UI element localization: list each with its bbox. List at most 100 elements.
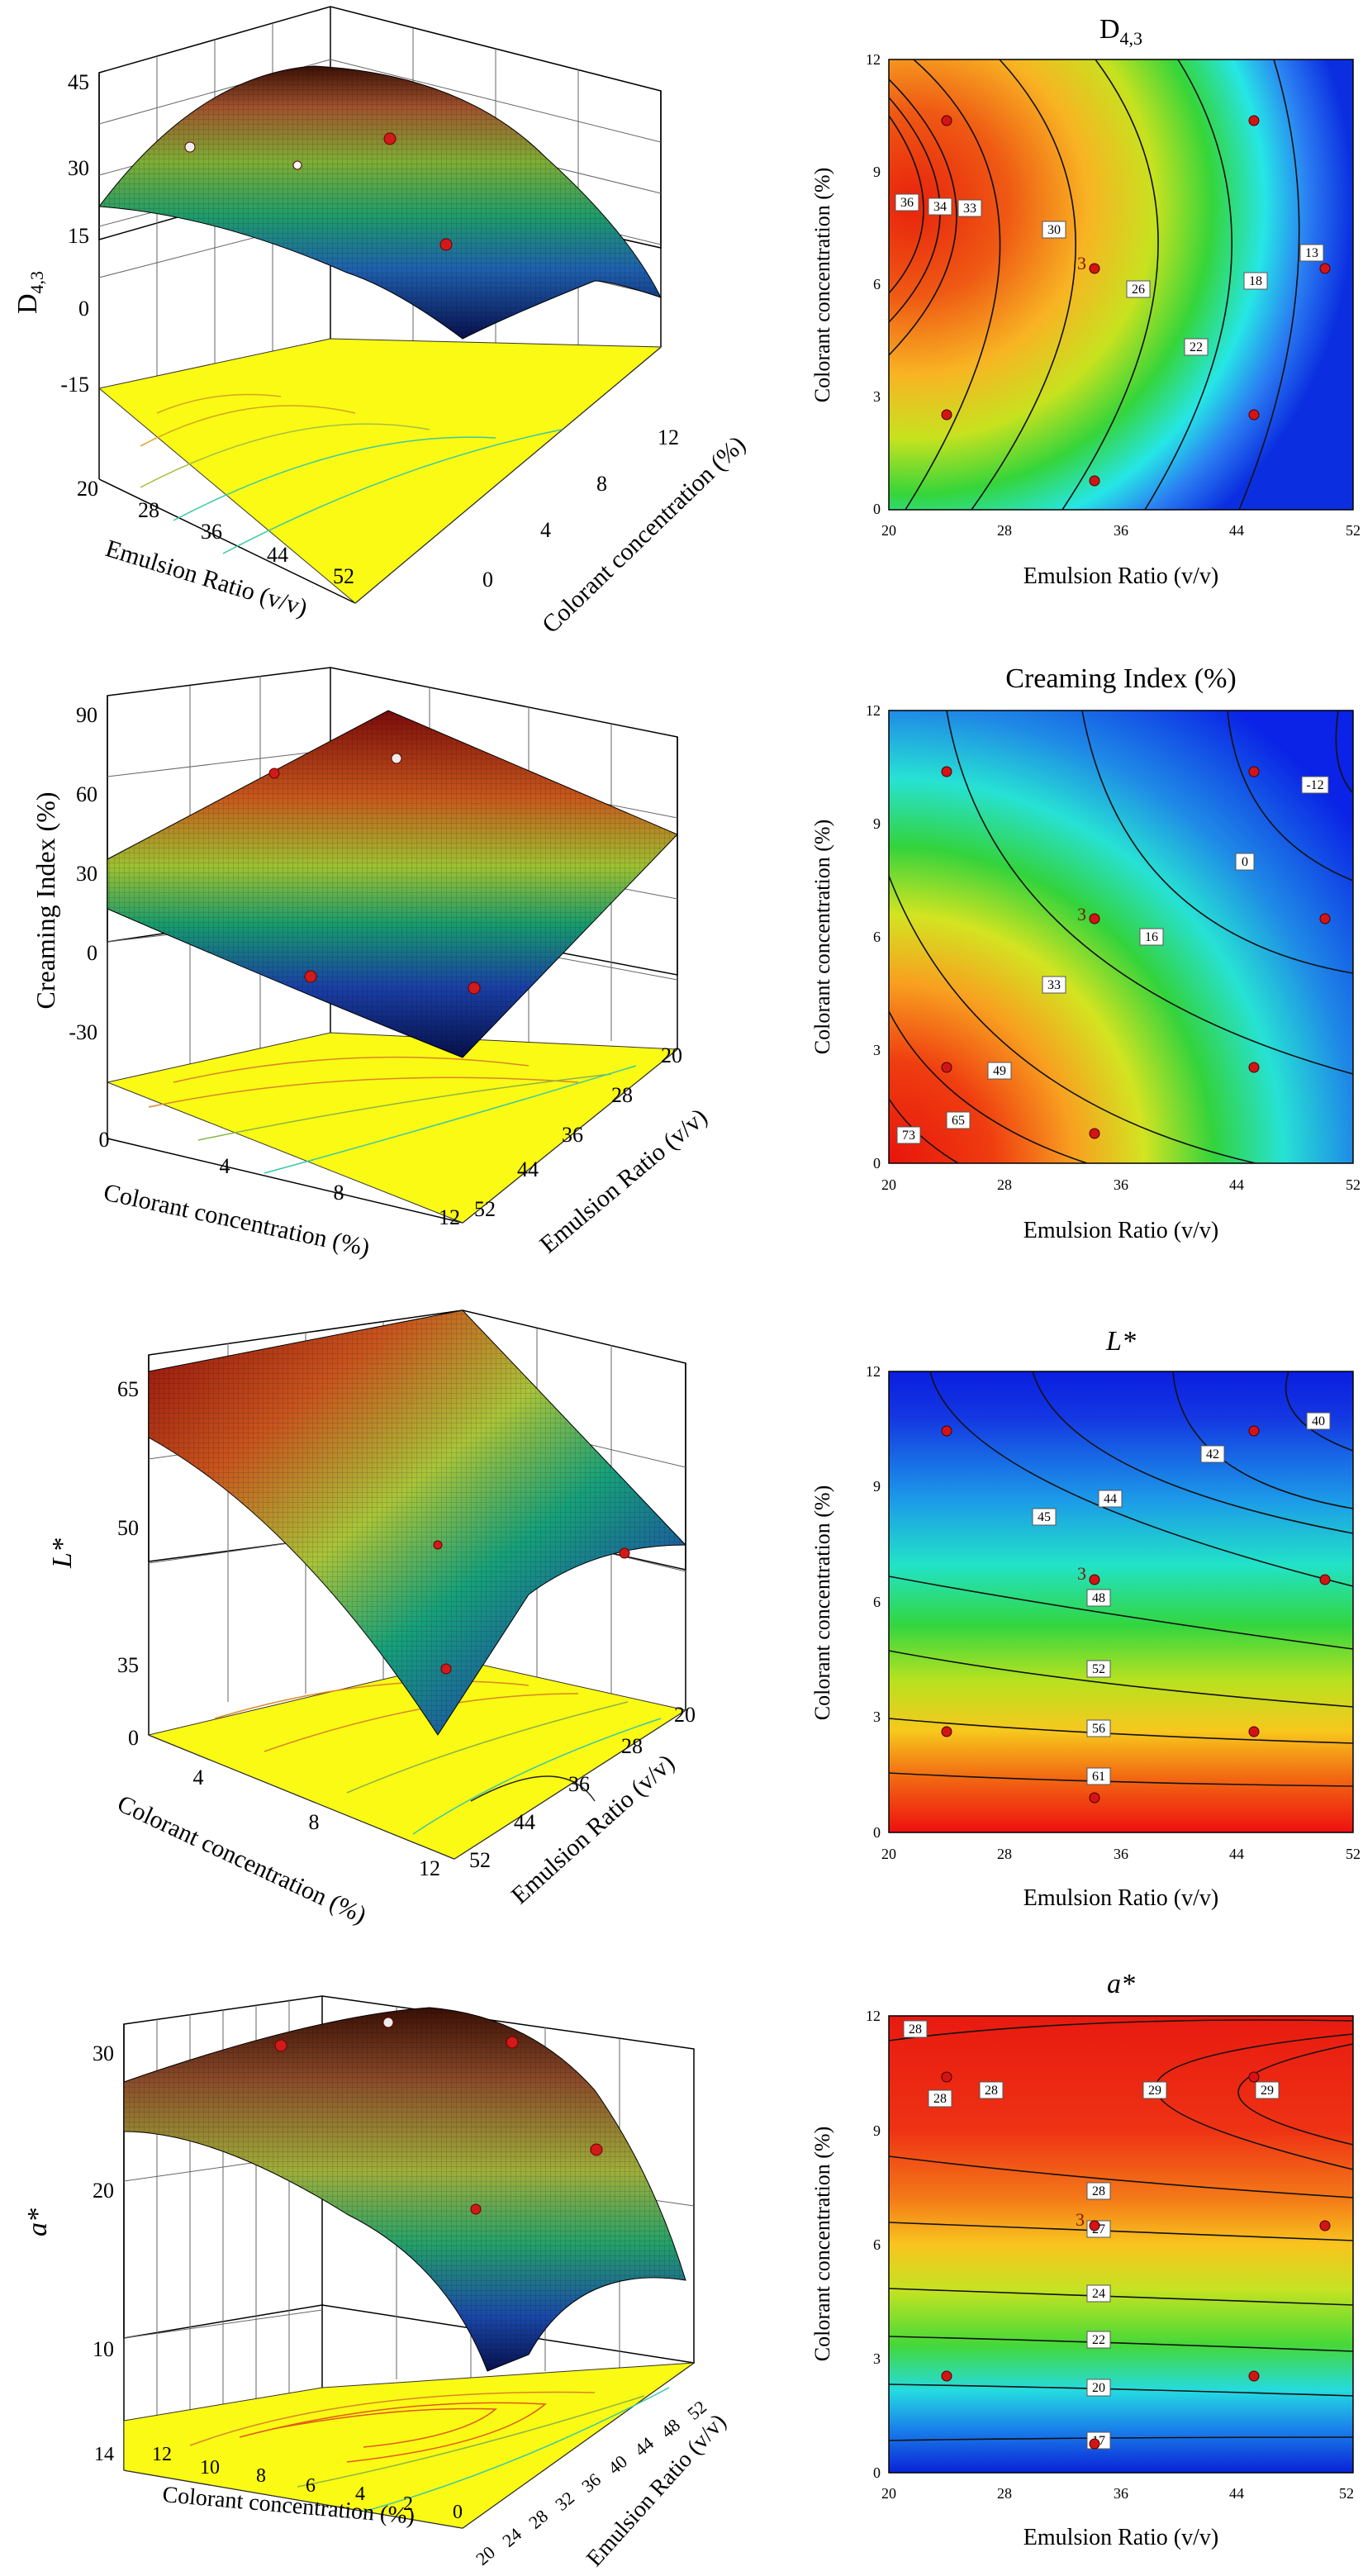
panel-c-z-ticks: 90 60 30 0 -30 bbox=[69, 703, 97, 1044]
panel-f-point bbox=[942, 1426, 952, 1436]
panel-b-point bbox=[1249, 410, 1259, 420]
panel-g-z-ticks: 10 20 30 bbox=[93, 2041, 114, 2361]
panel-a-zlabel: D4,3 bbox=[12, 271, 47, 314]
panel-h-ytick: 12 bbox=[866, 2008, 881, 2024]
panel-f-contour-label: 56 bbox=[1087, 1720, 1110, 1737]
panel-h-xlabel: Emulsion Ratio (v/v) bbox=[1023, 2525, 1218, 2550]
svg-text:73: 73 bbox=[902, 1129, 915, 1143]
svg-text:44: 44 bbox=[1104, 1492, 1117, 1506]
panel-d-contour-label: 49 bbox=[988, 1062, 1011, 1079]
svg-text:52: 52 bbox=[1092, 1662, 1105, 1676]
panel-f-point bbox=[1320, 1575, 1330, 1585]
panel-f-xtick: 28 bbox=[997, 1846, 1012, 1862]
panel-a-ztick: -15 bbox=[60, 373, 89, 397]
panel-a-xtick: 44 bbox=[267, 543, 288, 567]
svg-text:28: 28 bbox=[1092, 2184, 1105, 2198]
panel-f-xtick: 36 bbox=[1114, 1846, 1128, 1862]
panel-f-contour: L* 40 42 44 45 48 52 56 61 bbox=[810, 1326, 1361, 1911]
panel-c-xtick: 4 bbox=[220, 1154, 230, 1178]
panel-f-ylabel: Colorant concentration (%) bbox=[810, 1485, 834, 1720]
panel-d-contour: Creaming Index (%) -12 0 16 33 49 65 73 bbox=[810, 663, 1361, 1243]
panel-d-contour-label: 16 bbox=[1140, 929, 1163, 945]
panel-b-point bbox=[1090, 476, 1099, 486]
panel-d-point bbox=[942, 1062, 952, 1072]
panel-e-xlabel: Colorant concentration (%) bbox=[113, 1789, 370, 1929]
panel-f-contour-label: 45 bbox=[1033, 1509, 1056, 1525]
figure: 45 30 15 0 -15 D4,3 20 28 36 44 52 Emuls… bbox=[0, 0, 1363, 2576]
svg-text:45: 45 bbox=[1038, 1510, 1051, 1524]
panel-a-ztick: 15 bbox=[68, 224, 89, 248]
svg-text:29: 29 bbox=[1148, 2084, 1161, 2098]
svg-text:48: 48 bbox=[1092, 1591, 1105, 1605]
svg-text:28: 28 bbox=[909, 2022, 922, 2037]
panel-b-xlabel: Emulsion Ratio (v/v) bbox=[1023, 563, 1218, 589]
panel-e-zlabel: L* bbox=[47, 1538, 78, 1569]
panel-c-ztick: 0 bbox=[87, 941, 97, 965]
panel-d-plot-area bbox=[889, 711, 1353, 1163]
panel-b-contour-label: 18 bbox=[1244, 273, 1267, 289]
panel-d-contour-label: 0 bbox=[1236, 853, 1254, 870]
panel-f-contour-label: 44 bbox=[1099, 1490, 1122, 1507]
svg-text:22: 22 bbox=[1092, 2333, 1105, 2347]
panel-d-point bbox=[1249, 1062, 1259, 1072]
panel-f-xtick: 44 bbox=[1229, 1846, 1244, 1862]
panel-h-contour-label: 28 bbox=[1087, 2183, 1110, 2199]
panel-f-center-count: 3 bbox=[1077, 1563, 1086, 1584]
panel-e-ytick: 52 bbox=[469, 1848, 491, 1872]
panel-f-contour-label: 61 bbox=[1087, 1768, 1110, 1785]
panel-b-title: D4,3 bbox=[1099, 14, 1142, 49]
svg-text:-12: -12 bbox=[1306, 778, 1323, 792]
svg-text:22: 22 bbox=[1190, 340, 1203, 354]
svg-text:26: 26 bbox=[1132, 283, 1145, 297]
panel-g-ytick: 32 bbox=[551, 2488, 578, 2515]
panel-e-z-ticks: 35 50 65 0 bbox=[117, 1377, 139, 1750]
svg-text:16: 16 bbox=[1145, 930, 1158, 944]
panel-c-point bbox=[305, 971, 316, 982]
panel-b-y-ticks: 0 3 6 9 12 bbox=[866, 51, 881, 517]
svg-text:29: 29 bbox=[1261, 2084, 1274, 2098]
panel-e-ytick: 20 bbox=[674, 1703, 696, 1727]
panel-h-title: a* bbox=[1107, 1969, 1135, 1999]
panel-e-ztick: 35 bbox=[117, 1653, 139, 1677]
panel-a-point bbox=[440, 239, 452, 250]
panel-d-contour-label: 73 bbox=[897, 1127, 920, 1143]
panel-h-xtick: 52 bbox=[1339, 2485, 1354, 2502]
panel-g-xtick: 8 bbox=[256, 2465, 266, 2487]
panel-g-point bbox=[506, 2037, 518, 2048]
panel-d-xtick: 28 bbox=[997, 1176, 1012, 1193]
panel-a-ytick: 12 bbox=[658, 425, 679, 449]
panel-f-ytick: 0 bbox=[873, 1824, 881, 1841]
panel-a-ytick: 4 bbox=[540, 518, 551, 542]
svg-text:20: 20 bbox=[1092, 2381, 1105, 2395]
panel-d-title: Creaming Index (%) bbox=[1005, 663, 1236, 694]
panel-h-xtick: 28 bbox=[997, 2485, 1012, 2502]
panel-b-xtick: 44 bbox=[1229, 522, 1244, 539]
panel-h-point bbox=[942, 2072, 952, 2082]
panel-e-ytick: 44 bbox=[514, 1810, 535, 1834]
panel-d-ytick: 3 bbox=[873, 1042, 881, 1058]
panel-b-contour-label: 36 bbox=[895, 194, 919, 211]
panel-e-surface3d: 35 50 65 0 L* 4 8 12 Colorant concentrat… bbox=[47, 1310, 696, 1929]
panel-d-xtick: 20 bbox=[881, 1176, 896, 1193]
panel-a-point bbox=[293, 161, 302, 169]
panel-h-contour: a* 28 28 28 29 29 28 27 24 22 20 17 bbox=[810, 1969, 1354, 2550]
panel-b-point bbox=[942, 410, 952, 420]
panel-e-ytick: 36 bbox=[568, 1772, 590, 1796]
panel-f-ytick: 6 bbox=[873, 1594, 881, 1610]
panel-a-ylabel: Colorant concentration (%) bbox=[537, 430, 751, 639]
svg-text:0: 0 bbox=[1242, 855, 1248, 869]
panel-g-xtick: 14 bbox=[94, 2444, 114, 2465]
panel-a-ztick: 0 bbox=[78, 297, 89, 321]
panel-g-ytick: 24 bbox=[498, 2524, 525, 2551]
svg-text:24: 24 bbox=[1092, 2287, 1105, 2301]
panel-d-y-ticks: 0 3 6 9 12 bbox=[866, 702, 881, 1172]
panel-f-plot-area bbox=[889, 1371, 1353, 1832]
panel-e-point bbox=[620, 1548, 629, 1558]
panel-h-contour-label: 20 bbox=[1087, 2379, 1110, 2396]
panel-e-ztick: 65 bbox=[117, 1377, 139, 1401]
panel-h-y-ticks: 0 3 6 9 12 bbox=[866, 2008, 881, 2481]
panel-b-xtick: 28 bbox=[997, 522, 1012, 539]
panel-f-xtick: 20 bbox=[881, 1846, 896, 1862]
panel-h-contour-label: 22 bbox=[1087, 2331, 1110, 2348]
panel-c-ytick: 28 bbox=[611, 1083, 633, 1107]
